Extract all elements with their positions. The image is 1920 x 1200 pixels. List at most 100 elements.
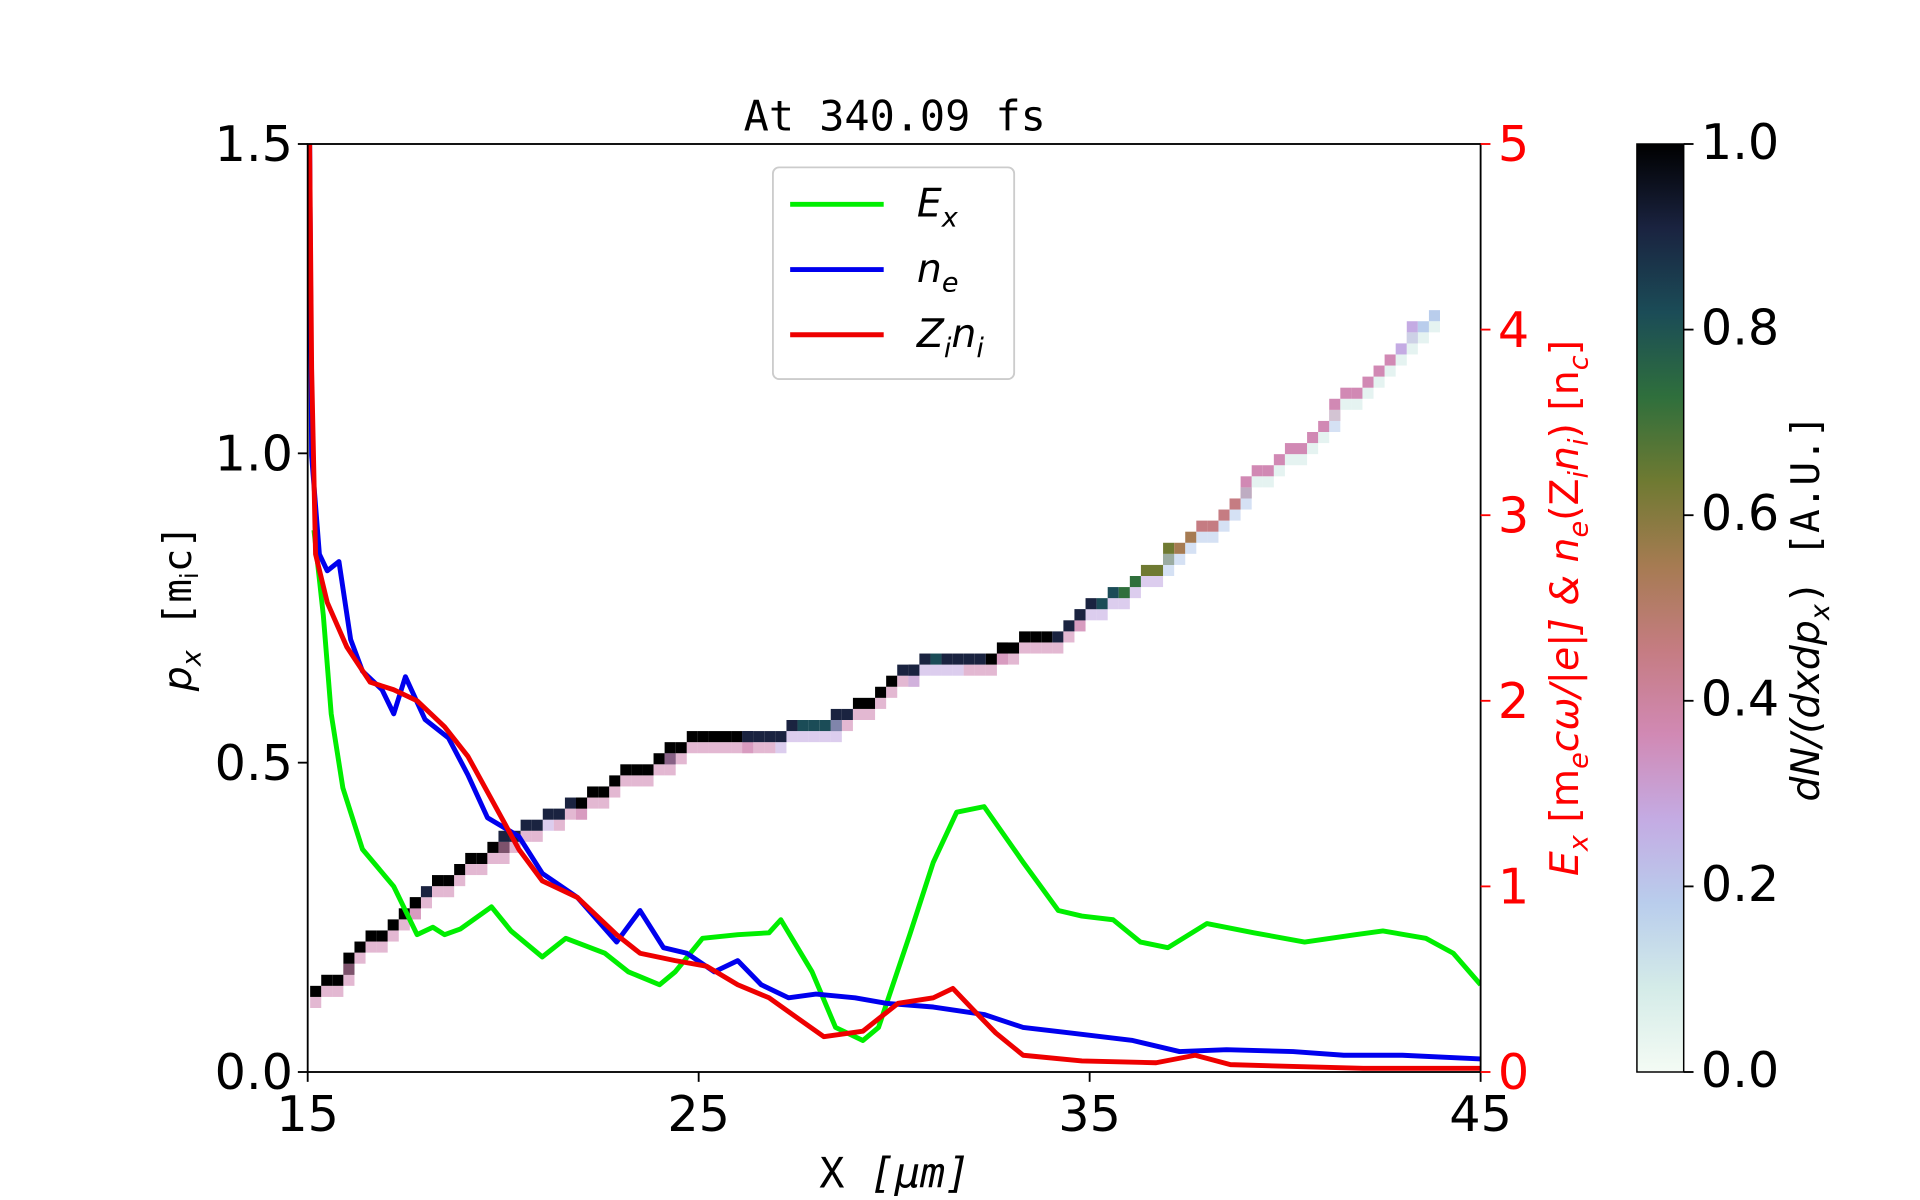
heatmap-cell <box>642 764 654 776</box>
heatmap-cell <box>653 764 665 776</box>
heatmap-cell <box>664 742 676 754</box>
heatmap-cell <box>952 653 964 665</box>
heatmap-cell <box>631 775 643 787</box>
heatmap-cell <box>354 952 366 964</box>
heatmap-cell <box>875 686 887 698</box>
heatmap-cell <box>332 974 344 986</box>
heatmap-cell <box>476 864 488 876</box>
heatmap-cell <box>1262 465 1274 477</box>
heatmap-cell <box>443 886 455 898</box>
y-right-tick-label: 4 <box>1498 301 1529 359</box>
heatmap-cell <box>1019 642 1031 654</box>
heatmap-cell <box>797 720 809 732</box>
heatmap-cell <box>631 764 643 776</box>
heatmap-cell <box>720 731 732 743</box>
heatmap-cell <box>996 642 1008 654</box>
heatmap-cell <box>753 742 765 754</box>
heatmap-cell <box>864 708 876 720</box>
heatmap-cell <box>1008 653 1020 665</box>
y-right-tick-label: 5 <box>1498 115 1529 173</box>
heatmap-cell <box>808 731 820 743</box>
heatmap-cell <box>742 731 754 743</box>
heatmap-cell <box>1428 310 1440 322</box>
heatmap-cell <box>819 720 831 732</box>
heatmap-cell <box>387 919 399 931</box>
y-left-tick-label: 0.5 <box>215 734 293 792</box>
heatmap-cell <box>310 985 322 997</box>
heatmap-cell <box>520 830 532 842</box>
heatmap-cell <box>531 830 543 842</box>
heatmap-cell <box>720 742 732 754</box>
heatmap-cell <box>376 930 388 942</box>
heatmap-cell <box>1207 531 1219 543</box>
heatmap-cell <box>1163 564 1175 576</box>
heatmap-cell <box>1329 409 1341 421</box>
heatmap-cell <box>697 731 709 743</box>
legend-item-ne: ne <box>790 246 959 299</box>
heatmap-cell <box>1307 432 1319 444</box>
heatmap-cell <box>1196 520 1208 532</box>
heatmap-cell <box>432 875 444 887</box>
heatmap-cell <box>731 742 743 754</box>
heatmap-cell <box>930 664 942 676</box>
heatmap-cell <box>1085 598 1097 610</box>
heatmap-cell <box>1296 443 1308 455</box>
colorbar-tick-label: 0.0 <box>1701 1041 1779 1099</box>
heatmap-cell <box>1240 487 1252 499</box>
heatmap-cell <box>841 720 853 732</box>
heatmap-cell <box>1240 476 1252 488</box>
heatmap-cell <box>830 720 842 732</box>
x-tick-label: 45 <box>1449 1085 1512 1143</box>
heatmap-cell <box>1030 631 1042 643</box>
heatmap-cell <box>365 930 377 942</box>
heatmap-cell <box>1163 542 1175 554</box>
heatmap-cell <box>1340 398 1352 410</box>
colorbar-tick-label: 0.8 <box>1701 298 1779 356</box>
heatmap-cell <box>553 819 565 831</box>
heatmap-cell <box>1351 387 1363 399</box>
heatmap-cell <box>487 852 499 864</box>
heatmap-cell <box>1395 354 1407 366</box>
heatmap-cell <box>1185 542 1197 554</box>
heatmap-cell <box>1129 576 1141 588</box>
heatmap-cell <box>476 852 488 864</box>
heatmap-cell <box>886 675 898 687</box>
heatmap-cell <box>1351 398 1363 410</box>
heatmap-cell <box>1296 454 1308 466</box>
heatmap-cell <box>886 686 898 698</box>
heatmap-cell <box>1318 420 1330 432</box>
heatmap-cell <box>1107 598 1119 610</box>
heatmap-cell <box>875 697 887 709</box>
heatmap-cell <box>587 797 599 809</box>
heatmap-cell <box>808 720 820 732</box>
series-line-zini <box>307 144 1481 1071</box>
heatmap-cell <box>852 697 864 709</box>
heatmap-cell <box>941 653 953 665</box>
y-axis-left-label: px [mic] <box>155 525 208 692</box>
svg-text:ne: ne <box>917 246 959 299</box>
x-tick-label: 25 <box>667 1085 730 1143</box>
heatmap-cell <box>620 764 632 776</box>
heatmap-cell <box>941 664 953 676</box>
heatmap-cell <box>365 941 377 953</box>
heatmap-cell <box>1163 553 1175 565</box>
heatmap-cell <box>598 797 610 809</box>
legend-item-ex: Ex <box>790 181 959 233</box>
y-left-tick-label: 1.5 <box>215 115 293 173</box>
heatmap-cell <box>797 731 809 743</box>
heatmap-cell <box>343 974 355 986</box>
heatmap-cell <box>454 864 466 876</box>
heatmap-cell <box>1041 631 1053 643</box>
y-left-tick-label: 0.0 <box>215 1043 293 1101</box>
heatmap-cell <box>409 908 421 920</box>
heatmap-cell <box>1229 498 1241 510</box>
heatmap-cell <box>1140 576 1152 588</box>
heatmap-cell <box>753 731 765 743</box>
heatmap-cell <box>1273 465 1285 477</box>
y-right-tick-label: 2 <box>1498 672 1529 730</box>
heatmap-cell <box>996 653 1008 665</box>
heatmap-cell <box>664 753 676 765</box>
heatmap-cell <box>852 708 864 720</box>
